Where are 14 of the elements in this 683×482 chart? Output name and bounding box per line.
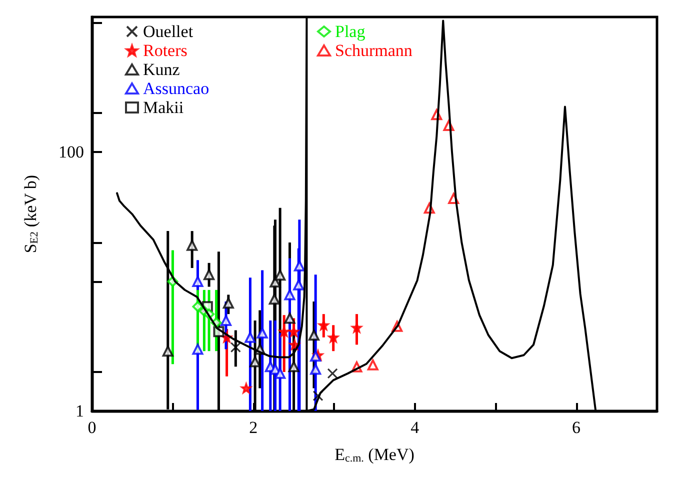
legend-label: Schurmann	[335, 41, 413, 60]
x-tick-label: 4	[410, 418, 420, 437]
legend-label: Kunz	[143, 60, 180, 79]
y-axis-title: SE2 (keV b)	[21, 174, 40, 254]
x-tick-label: 6	[572, 418, 581, 437]
legend-label: Plag	[335, 22, 366, 41]
legend-label: Assuncao	[143, 79, 210, 98]
y-tick-label: 1	[76, 402, 84, 420]
y-tick-label: 100	[58, 142, 84, 162]
x-tick-label: 2	[249, 418, 258, 437]
legend-label: Ouellet	[143, 22, 194, 41]
legend-label: Makii	[143, 98, 184, 117]
legend-label: Roters	[143, 41, 188, 60]
x-tick-label: 0	[88, 418, 96, 437]
